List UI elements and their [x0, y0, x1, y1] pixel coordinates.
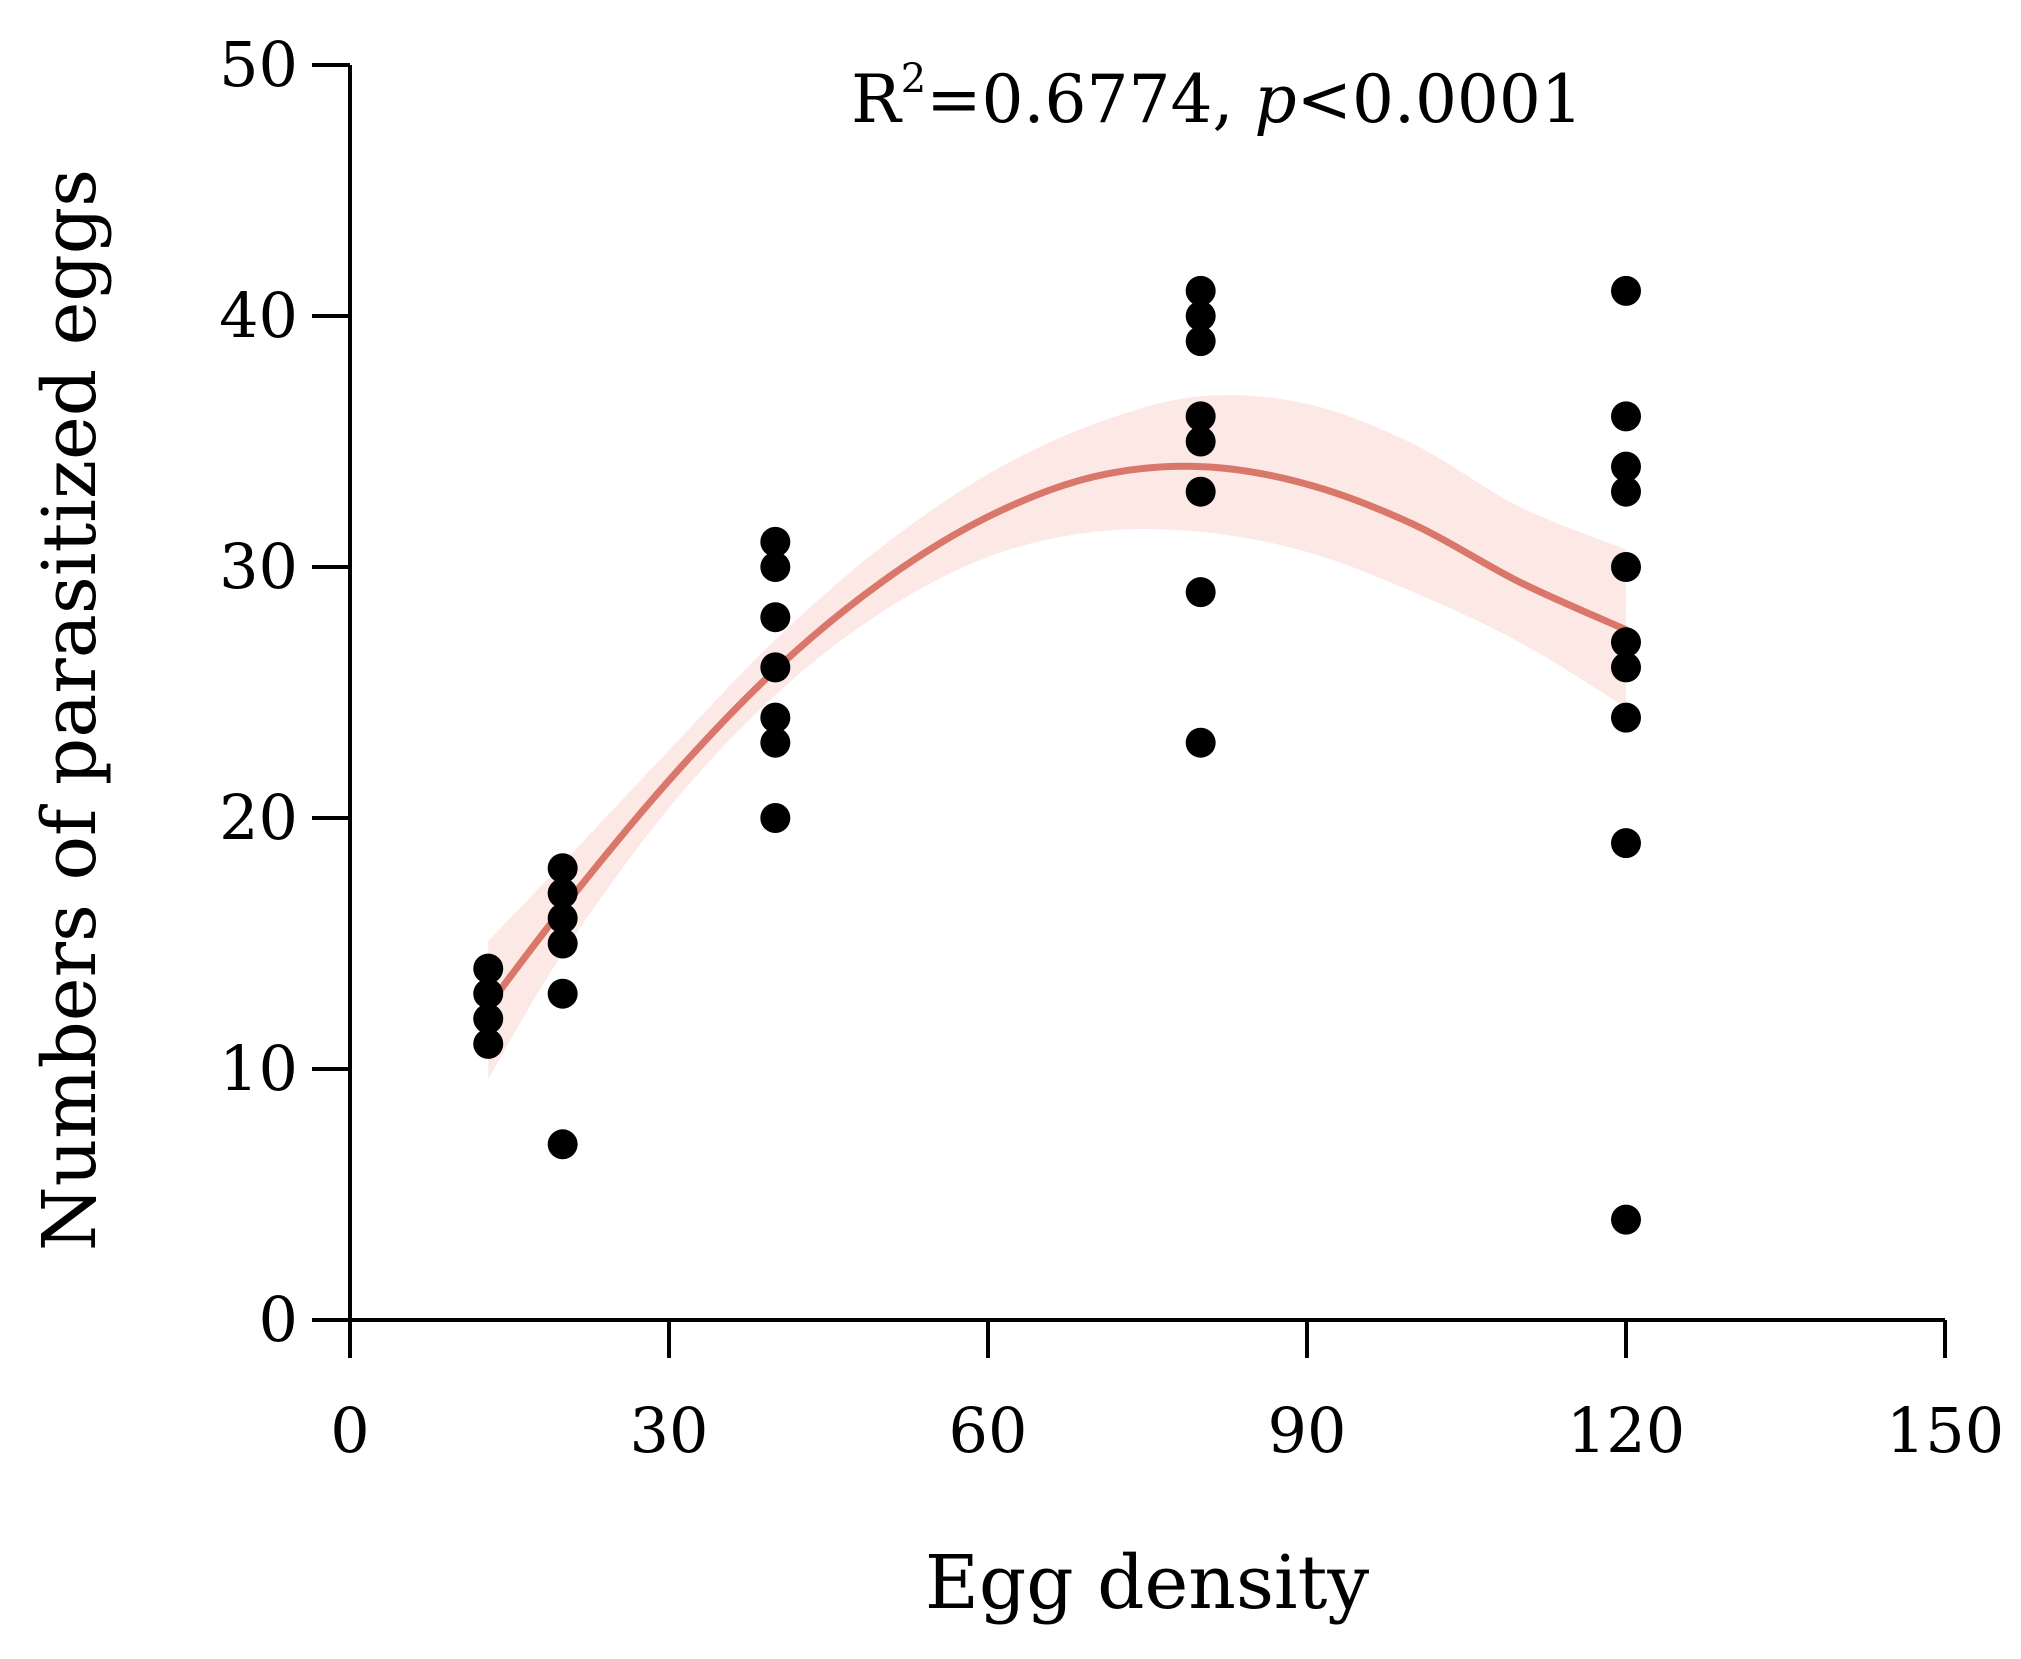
confidence-band-layer — [488, 394, 1627, 1079]
data-point — [547, 903, 578, 934]
data-point — [760, 552, 791, 582]
data-points-layer — [473, 275, 1641, 1235]
fit-curve — [484, 462, 1630, 1010]
p-label: p — [1254, 61, 1296, 138]
data-point — [1611, 828, 1641, 859]
data-point — [1611, 627, 1641, 658]
data-point — [1185, 476, 1216, 507]
data-point — [473, 1003, 504, 1034]
x-axis-title: Egg density — [925, 1540, 1369, 1626]
data-point — [760, 727, 791, 758]
data-point — [1611, 476, 1641, 507]
y-tick-label: 30 — [219, 530, 298, 603]
data-point — [760, 526, 791, 557]
data-point — [1611, 275, 1641, 306]
data-point — [473, 978, 504, 1009]
data-point — [1185, 426, 1216, 457]
data-point — [760, 652, 791, 683]
data-point — [760, 602, 791, 633]
r-value: =0.6774, — [926, 61, 1254, 138]
fit-annotation: R2=0.6774, p<0.0001 — [851, 56, 1583, 138]
y-tick-label: 50 — [219, 28, 298, 101]
data-point — [1611, 401, 1641, 432]
y-tick-label: 20 — [219, 781, 298, 854]
y-tick-label: 0 — [259, 1283, 298, 1356]
y-ticks: 0 10 20 30 40 50 — [219, 28, 350, 1356]
fit-curve-layer — [484, 462, 1630, 1010]
x-tick-label: 150 — [1886, 1394, 2004, 1467]
x-tick-label: 120 — [1567, 1394, 1685, 1467]
r-superscript: 2 — [901, 56, 926, 102]
data-point — [547, 978, 578, 1009]
data-point — [473, 953, 504, 984]
data-point — [547, 1129, 578, 1160]
data-point — [1611, 652, 1641, 683]
data-point — [1185, 577, 1216, 608]
data-point — [1611, 451, 1641, 482]
x-ticks: 0 30 60 90 120 150 — [330, 1320, 2004, 1467]
p-value: <0.0001 — [1297, 61, 1583, 138]
y-tick-label: 40 — [219, 279, 298, 352]
data-point — [1185, 401, 1216, 432]
data-point — [473, 1028, 504, 1059]
data-point — [1185, 326, 1216, 357]
r-label: R — [851, 61, 903, 138]
data-point — [1611, 552, 1641, 582]
data-point — [760, 803, 791, 833]
x-tick-label: 30 — [630, 1394, 709, 1467]
data-point — [1185, 301, 1216, 331]
y-axis-title: Numbers of parasitized eggs — [27, 169, 113, 1251]
data-point — [547, 853, 578, 884]
data-point — [760, 702, 791, 733]
x-tick-label: 0 — [330, 1394, 369, 1467]
data-point — [1611, 1204, 1641, 1235]
x-tick-label: 60 — [949, 1394, 1028, 1467]
confidence-band — [488, 394, 1627, 1079]
data-point — [1185, 727, 1216, 758]
data-point — [1185, 275, 1216, 306]
data-point — [1611, 702, 1641, 733]
data-point — [547, 878, 578, 909]
axes: 0 30 60 90 120 150 0 10 20 30 40 50 — [219, 28, 2004, 1467]
x-tick-label: 90 — [1268, 1394, 1347, 1467]
data-point — [547, 928, 578, 959]
y-tick-label: 10 — [219, 1032, 298, 1105]
